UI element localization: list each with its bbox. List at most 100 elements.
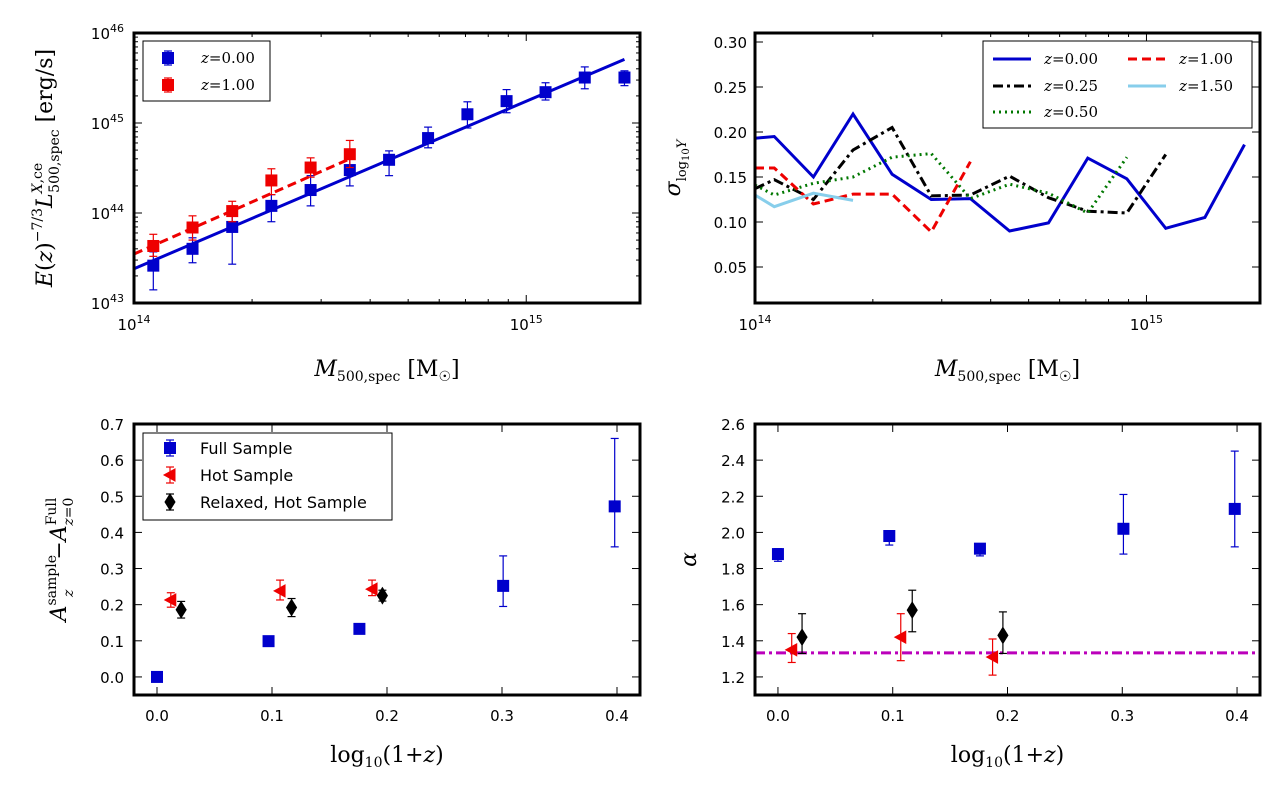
y-tick-label: 2.6	[721, 416, 745, 434]
x-axis-label: log10(1+z)	[951, 743, 1064, 771]
y-tick-label: 0.1	[100, 633, 124, 651]
y-tick-label: 0.0	[100, 669, 124, 687]
legend-label: z=1.00	[1178, 50, 1233, 68]
x-tick-label: 0.0	[766, 707, 790, 725]
x-tick-label: 0.1	[260, 707, 284, 725]
y-tick-label: 0.7	[100, 416, 124, 434]
x-tick-label: 1014	[117, 313, 150, 334]
data-point	[226, 220, 239, 233]
data-point	[1228, 502, 1241, 515]
x-tick-label: 0.3	[490, 707, 514, 725]
series-line-2	[754, 152, 1129, 215]
data-point	[304, 184, 317, 197]
data-point	[771, 548, 784, 561]
fit-line	[133, 157, 351, 256]
panel-slope-redshift: 0.0 0.1 0.2 0.3 0.4 1.2 1.4 1.6 1.8 2.0 2.2 2.4 2.6 l…	[677, 416, 1260, 771]
data-point	[1117, 522, 1130, 535]
legend-marker	[164, 493, 176, 511]
legend-label: Full Sample	[200, 439, 292, 458]
y-tick-label: 0.2	[100, 597, 124, 615]
data-point	[226, 205, 239, 218]
series-line-0	[754, 111, 1246, 233]
series-line-3	[755, 160, 972, 235]
x-tick-label: 0.0	[145, 707, 169, 725]
data-point	[906, 601, 918, 620]
data-point	[796, 628, 808, 647]
legend-label: Relaxed, Hot Sample	[200, 493, 367, 512]
x-tick-label: 0.4	[605, 707, 629, 725]
legend-label: z=0.00	[1043, 50, 1098, 68]
plot-frame	[132, 31, 642, 305]
data-point	[147, 239, 160, 252]
y-tick-label: 0.25	[714, 79, 747, 97]
data-point	[285, 598, 298, 617]
panel-normalisation-redshift: 0.0 0.1 0.2 0.3 0.4 0.0 0.1 0.2 0.3 0.4 0.5 0.6 0.7 F…	[44, 416, 629, 771]
y-tick-label: 1.6	[721, 597, 745, 615]
legend-box	[142, 432, 393, 521]
series-relaxed-hot-sample	[175, 586, 388, 619]
data-point	[497, 579, 510, 592]
legend-label: Hot Sample	[200, 466, 293, 485]
data-point	[383, 153, 396, 166]
data-point	[461, 108, 474, 121]
y-tick-label: 1.8	[721, 561, 745, 579]
data-point	[365, 582, 378, 596]
x-tick-label: 0.1	[881, 707, 905, 725]
data-point	[973, 542, 986, 555]
data-point	[186, 242, 199, 255]
y-tick-label: 2.0	[721, 524, 745, 542]
data-point	[883, 530, 896, 543]
data-point	[618, 71, 631, 84]
y-axis-label: α	[677, 552, 702, 567]
x-tick-label: 0.2	[375, 707, 399, 725]
series-hot-sample	[784, 613, 999, 676]
y-tick-label: 1.2	[721, 669, 745, 687]
legend: z=0.00 z=1.00	[142, 40, 271, 102]
x-tick-label: 1014	[738, 313, 771, 334]
data-point	[304, 161, 317, 174]
data-point	[265, 174, 278, 187]
series-full-sample	[151, 437, 621, 683]
series-hot-sample	[163, 579, 378, 608]
legend-marker	[162, 52, 174, 64]
y-tick-label: 0.3	[100, 561, 124, 579]
data-point	[265, 199, 278, 212]
y-tick-label: 2.2	[721, 488, 745, 506]
legend-label: z=0.50	[1043, 103, 1098, 121]
x-tick-label: 1015	[510, 313, 543, 334]
legend: z=0.00 z=0.25 z=0.50 z=1.00 z=1.50	[982, 40, 1253, 129]
series-relaxed-hot-sample	[796, 589, 1009, 655]
y-tick-label: 2.4	[721, 452, 745, 470]
data-point	[163, 593, 177, 607]
data-point	[353, 622, 366, 635]
x-tick-label: 0.4	[1225, 707, 1249, 725]
x-tick-label: 0.2	[996, 707, 1020, 725]
data-point	[273, 584, 286, 598]
series-full-sample	[771, 450, 1241, 562]
y-tick-label: 1046	[91, 22, 124, 43]
data-point	[262, 635, 275, 648]
x-tick-label: 0.3	[1110, 707, 1134, 725]
data-point	[608, 500, 621, 513]
y-tick-label: 0.5	[100, 488, 124, 506]
y-tick-label: 0.30	[714, 34, 747, 52]
data-point	[997, 626, 1009, 645]
data-point	[893, 630, 907, 645]
series-line-4	[754, 191, 854, 209]
y-tick-label: 1.4	[721, 633, 745, 651]
data-point	[151, 670, 163, 683]
legend-marker	[162, 79, 174, 91]
data-point	[500, 95, 513, 108]
legend-label: z=1.00	[200, 76, 255, 94]
data-point	[186, 221, 199, 234]
data-point	[376, 586, 388, 605]
y-tick-label: 1044	[91, 202, 124, 223]
data-point	[175, 600, 187, 619]
plot-frame	[753, 31, 1262, 305]
data-point	[985, 650, 999, 664]
data-point	[539, 86, 552, 99]
x-axis-label: log10(1+z)	[330, 743, 443, 771]
y-axis-label: E(z)−7/3LX,ce500,spec [erg/s]	[30, 49, 63, 288]
y-axis-label: σlog10Y	[661, 138, 692, 196]
